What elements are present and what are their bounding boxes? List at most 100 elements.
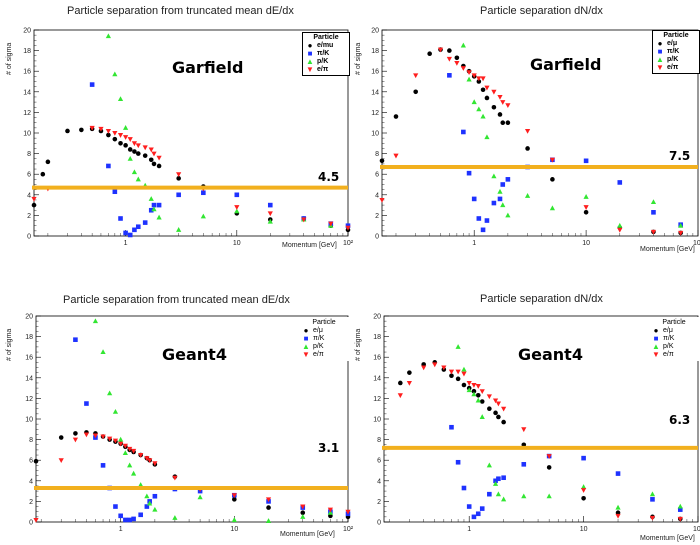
data-point [58, 435, 64, 440]
legend-label: e/π [313, 351, 324, 358]
data-point [92, 318, 99, 324]
y-tick-label: 20 [371, 28, 379, 35]
threshold-label: 4.5 [318, 170, 340, 184]
legend-title: Particle [663, 32, 689, 39]
data-point [500, 182, 506, 187]
data-point [345, 225, 351, 231]
data-point [265, 518, 272, 523]
simulation-label: Geant4 [518, 345, 583, 364]
data-point [345, 509, 351, 515]
chart-title: Particle separation from truncated mean … [63, 294, 290, 306]
data-point [493, 478, 498, 484]
data-point [73, 337, 78, 342]
data-point [31, 196, 37, 202]
data-point [172, 515, 178, 520]
data-point [123, 135, 129, 140]
data-point [72, 437, 79, 443]
data-point [449, 373, 454, 379]
triangle-down-marker-icon: ▼ [302, 350, 310, 359]
data-point [495, 491, 502, 497]
data-point [123, 143, 128, 148]
legend-label: e/π [667, 64, 679, 71]
data-point [151, 206, 157, 212]
square-marker-icon: ■ [657, 47, 663, 56]
data-point [106, 132, 111, 138]
data-point [156, 163, 162, 169]
data-point [496, 414, 501, 420]
data-point [500, 100, 506, 105]
data-point [73, 431, 78, 436]
legend-title: Particle [312, 319, 336, 326]
data-point [135, 143, 141, 149]
y-tick-label: 12 [25, 396, 33, 403]
data-point [550, 177, 555, 182]
data-point [123, 125, 129, 130]
data-point [98, 126, 104, 132]
legend-entry: ● e/μ [302, 327, 346, 335]
threshold-label: 6.3 [669, 413, 691, 427]
data-point [496, 476, 501, 482]
data-point [127, 517, 132, 523]
circle-marker-icon: ● [303, 326, 309, 335]
data-point [546, 454, 552, 459]
y-tick-label: 10 [373, 417, 381, 424]
data-point [476, 76, 482, 82]
data-point [480, 76, 486, 82]
data-point [117, 133, 124, 138]
data-point [521, 427, 527, 433]
data-point [127, 446, 133, 452]
data-point [89, 82, 95, 87]
data-point [147, 458, 153, 463]
data-point [615, 504, 621, 510]
data-point [480, 87, 486, 93]
y-tick-label: 14 [25, 375, 33, 382]
data-point [152, 506, 158, 512]
legend-entry: ▼ e/π [302, 351, 346, 359]
y-tick-label: 4 [27, 192, 31, 199]
y-tick-label: 10 [25, 417, 33, 424]
data-point [265, 497, 272, 503]
data-point [432, 362, 438, 368]
data-point [142, 153, 148, 158]
x-tick-label: 1 [119, 526, 123, 533]
data-point [117, 96, 124, 102]
data-point [677, 516, 683, 522]
y-tick-label: 20 [23, 28, 31, 35]
legend-label: p/K [667, 56, 679, 63]
data-point [397, 393, 403, 399]
data-point [678, 222, 684, 228]
data-point [491, 104, 497, 110]
data-point [460, 66, 466, 71]
data-point [112, 136, 118, 142]
data-point [549, 205, 556, 211]
y-tick-label: 20 [373, 314, 381, 321]
y-tick-label: 18 [371, 48, 379, 55]
data-point [118, 513, 123, 519]
data-point [112, 408, 119, 414]
data-point [497, 112, 503, 117]
y-tick-label: 2 [375, 213, 379, 220]
data-point [234, 192, 240, 198]
data-point [446, 56, 452, 62]
data-point [617, 180, 623, 185]
data-point [493, 410, 498, 416]
legend-label: e/μ [663, 327, 673, 334]
y-tick-label: 2 [377, 499, 381, 506]
data-point [500, 202, 506, 208]
data-point [524, 128, 531, 134]
y-tick-label: 18 [23, 48, 31, 55]
y-axis-label: # of sigma [6, 42, 13, 75]
data-point [484, 218, 490, 223]
x-tick-label: 10² [343, 240, 354, 247]
y-tick-label: 4 [377, 478, 381, 485]
data-point [132, 149, 137, 154]
triangle-down-marker-icon: ▼ [656, 63, 664, 72]
data-point [491, 200, 497, 206]
y-tick-label: 16 [25, 355, 33, 362]
legend-label: e/μ [313, 327, 323, 334]
data-point [546, 465, 552, 470]
x-axis-label: Momentum [GeV] [640, 246, 695, 253]
data-point [328, 221, 334, 227]
data-point [131, 516, 136, 522]
legend-title: Particle [313, 34, 339, 41]
